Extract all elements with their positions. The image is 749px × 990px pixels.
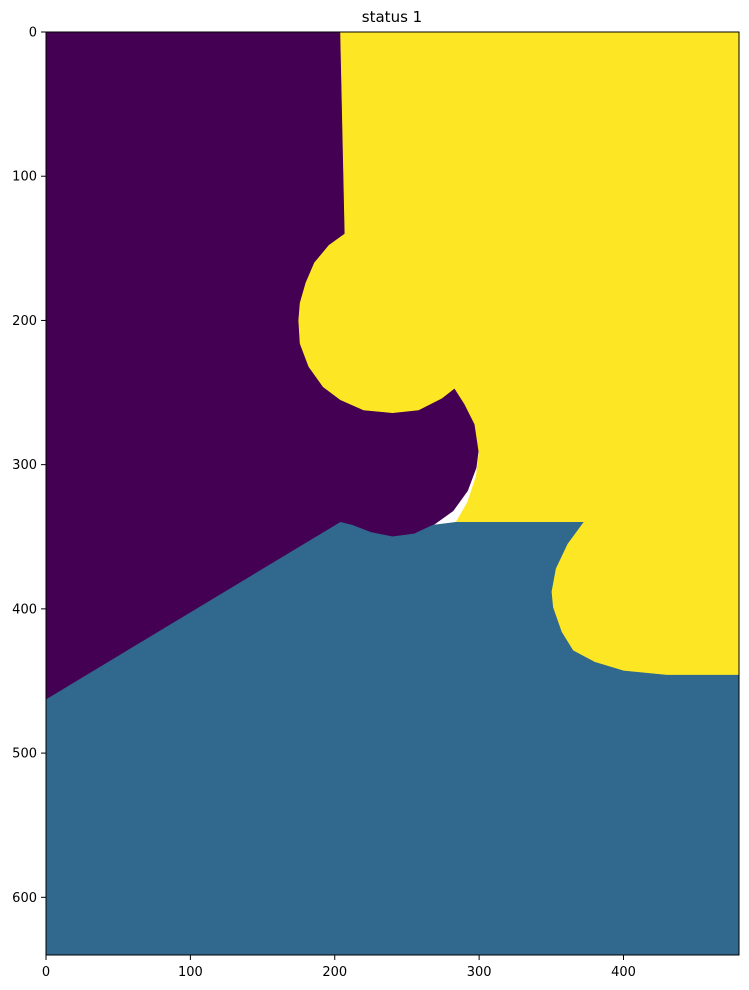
y-tick-label: 200 — [12, 314, 37, 329]
y-tick-label: 500 — [12, 747, 37, 762]
x-tick-label: 400 — [611, 965, 636, 980]
x-tick-label: 300 — [467, 965, 492, 980]
plot-frame — [45, 31, 740, 956]
plot-area — [45, 31, 740, 956]
x-tick-label: 100 — [178, 965, 203, 980]
y-tick-label: 0 — [29, 26, 37, 41]
region-teal — [45, 521, 740, 956]
x-tick-label: 200 — [322, 965, 347, 980]
y-axis: 0 100 200 300 400 500 600 — [12, 26, 46, 906]
x-tick-label: 0 — [42, 965, 50, 980]
y-tick-label: 100 — [12, 170, 37, 185]
chart-title: status 1 — [362, 8, 422, 26]
y-tick-label: 300 — [12, 458, 37, 473]
y-tick-label: 600 — [12, 891, 37, 906]
x-axis: 0 100 200 300 400 — [42, 955, 636, 980]
y-tick-label: 400 — [12, 602, 37, 617]
